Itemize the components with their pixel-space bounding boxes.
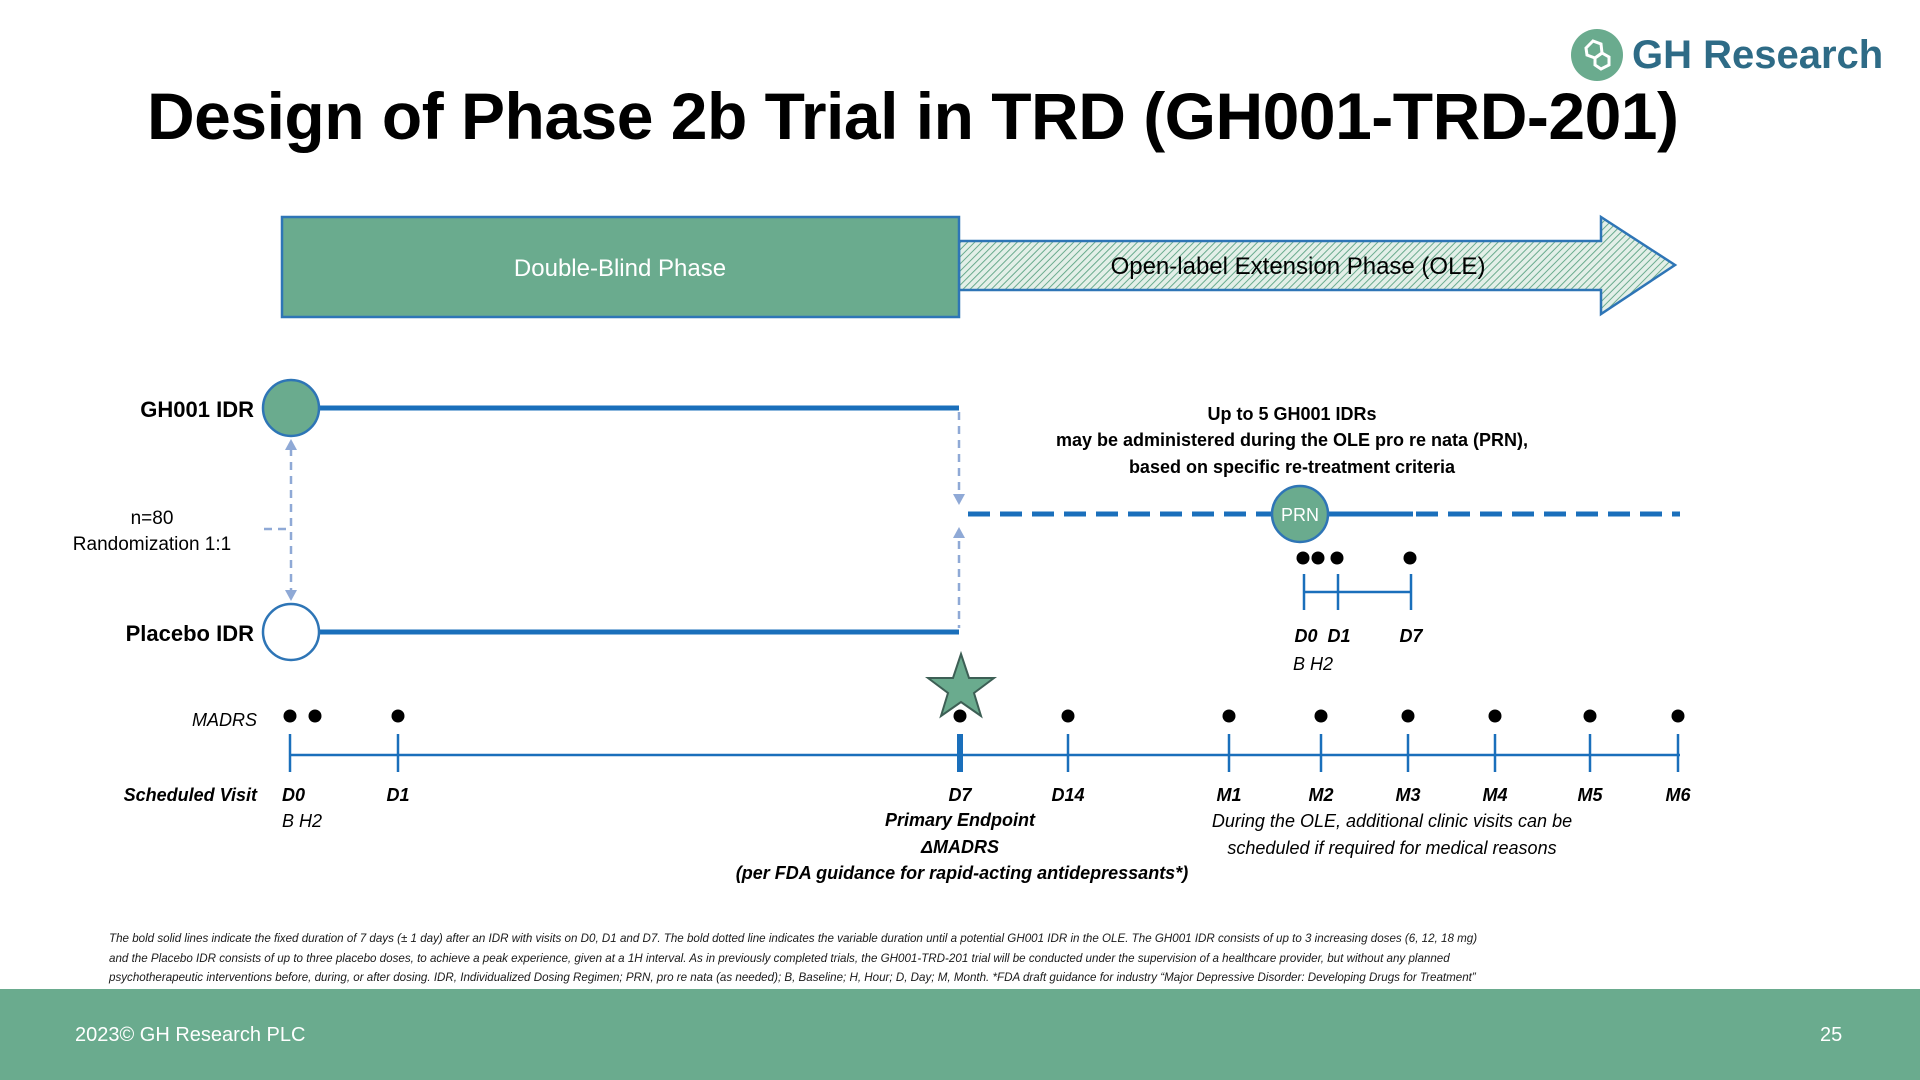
ole-visits-note-line2: scheduled if required for medical reason…	[1227, 838, 1556, 858]
madrs-dot	[1222, 709, 1236, 723]
madrs-row-label: MADRS	[192, 710, 257, 730]
placebo-arm-circle	[261, 602, 321, 662]
double-blind-phase-label: Double-Blind Phase	[514, 255, 726, 282]
prn-visit-d1: D1	[1327, 626, 1350, 646]
madrs-dot	[308, 709, 322, 723]
double-blind-phase-box: Double-Blind Phase	[280, 215, 961, 319]
active-arm-label: GH001 IDR	[140, 397, 254, 422]
visit-label: M2	[1308, 785, 1333, 805]
ole-note-line2: may be administered during the OLE pro r…	[1056, 430, 1528, 450]
crossover-arrows	[953, 412, 965, 628]
d0-sub-label: B H2	[282, 811, 322, 831]
madrs-dot	[391, 709, 405, 723]
visit-labels: D0 D1 D7 D14 M1 M2 M3 M4 M5 M6	[282, 785, 1691, 805]
randomization-arrows	[264, 439, 297, 601]
primary-endpoint-star-icon	[925, 650, 997, 719]
primary-endpoint-line3: (per FDA guidance for rapid-acting antid…	[736, 863, 1188, 883]
timeline-ticks	[288, 734, 1680, 772]
active-arm-circle	[261, 378, 321, 438]
visit-label: M4	[1482, 785, 1507, 805]
visit-label: M1	[1216, 785, 1241, 805]
ole-phase-label: Open-label Extension Phase (OLE)	[1111, 253, 1486, 280]
prn-visit-d7: D7	[1399, 626, 1423, 646]
madrs-dot	[1488, 709, 1502, 723]
prn-badge-label: PRN	[1281, 505, 1319, 525]
randomization-n: n=80	[131, 508, 174, 529]
prn-badge	[1270, 484, 1330, 544]
footnote-line: psychotherapeutic interventions before, …	[109, 971, 1476, 985]
ole-phase-arrow: Open-label Extension Phase (OLE)	[957, 214, 1678, 317]
prn-mini-timeline	[1302, 574, 1413, 610]
ole-visits-note-line1: During the OLE, additional clinic visits…	[1212, 811, 1572, 831]
visit-label: D14	[1051, 785, 1084, 805]
footnote: The bold solid lines indicate the fixed …	[109, 929, 1789, 988]
company-logo: GH Research	[1570, 28, 1883, 82]
madrs-dot	[1061, 709, 1075, 723]
placebo-arm-label: Placebo IDR	[126, 621, 254, 646]
visit-label: D0	[282, 785, 305, 805]
madrs-assessment-dots	[283, 709, 1685, 723]
scheduled-visit-row-label: Scheduled Visit	[124, 785, 258, 805]
page-title: Design of Phase 2b Trial in TRD (GH001-T…	[147, 79, 1679, 153]
madrs-dot	[283, 709, 297, 723]
madrs-dot	[1671, 709, 1685, 723]
prn-visit-sub: B H2	[1293, 654, 1333, 674]
prn-visit-dots	[1296, 551, 1417, 565]
madrs-dot	[1401, 709, 1415, 723]
ole-note-line3: based on specific re-treatment criteria	[1129, 457, 1456, 477]
visit-label: M3	[1395, 785, 1420, 805]
visit-label: D7	[948, 785, 972, 805]
visit-label: D1	[386, 785, 409, 805]
footnote-line: and the Placebo IDR consists of up to th…	[109, 951, 1450, 965]
madrs-dot	[1314, 709, 1328, 723]
ole-note-line1: Up to 5 GH001 IDRs	[1207, 404, 1376, 424]
visit-label: M5	[1577, 785, 1603, 805]
prn-visit-d0: D0	[1294, 626, 1317, 646]
footer-bar	[0, 989, 1920, 1080]
randomization-ratio: Randomization 1:1	[73, 534, 231, 555]
primary-endpoint-line2: ΔMADRS	[920, 837, 999, 857]
madrs-dot	[1583, 709, 1597, 723]
footer-copyright: 2023© GH Research PLC	[75, 1024, 306, 1046]
visit-label: M6	[1665, 785, 1691, 805]
madrs-dot	[953, 709, 967, 723]
logo-wordmark: GH Research	[1632, 32, 1884, 77]
footnote-line: The bold solid lines indicate the fixed …	[109, 932, 1478, 945]
page-number: 25	[1820, 1024, 1843, 1046]
primary-endpoint-line1: Primary Endpoint	[885, 810, 1036, 830]
gh-research-logo-icon	[1571, 29, 1623, 81]
